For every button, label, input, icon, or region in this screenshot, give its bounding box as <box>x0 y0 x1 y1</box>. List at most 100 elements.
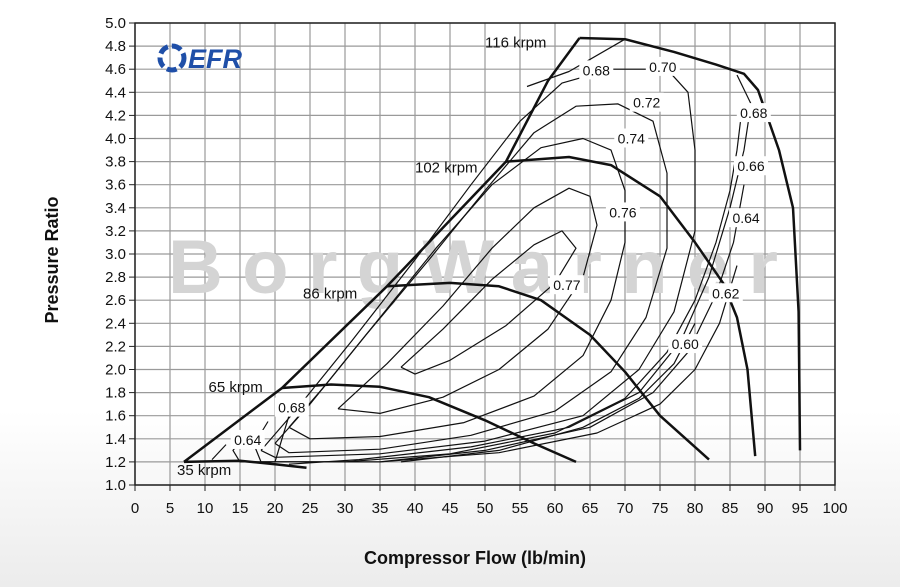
y-tick-label: 4.4 <box>105 84 126 101</box>
x-tick-label: 95 <box>792 500 809 517</box>
speed-line-label: 35 krpm <box>177 462 231 479</box>
speed-line-label: 65 krpm <box>209 379 263 396</box>
x-tick-label: 80 <box>687 500 704 517</box>
y-tick-label: 5.0 <box>105 15 126 32</box>
y-tick-label: 2.4 <box>105 315 126 332</box>
y-tick-label: 2.0 <box>105 362 126 379</box>
chart-labels: 0.77 0.76 0.74 0.72 0.70 0.68 0.68 0.68 0.66 0.64… <box>177 35 771 479</box>
x-tick-label: 55 <box>512 500 529 517</box>
x-tick-label: 75 <box>652 500 669 517</box>
efficiency-label-bg <box>645 56 680 76</box>
efficiency-label: 0.76 <box>609 204 636 220</box>
efficiency-contour <box>211 444 227 461</box>
x-tick-label: 0 <box>131 500 139 517</box>
y-tick-label: 4.2 <box>105 107 126 124</box>
watermark: BorgWarner <box>168 225 778 310</box>
y-tick-label: 1.4 <box>105 431 126 448</box>
efficiency-contours <box>211 38 752 465</box>
efficiency-label-bg <box>549 275 584 295</box>
efficiency-label-bg <box>708 283 743 303</box>
x-tick-label: 65 <box>582 500 599 517</box>
speed-line <box>183 459 307 469</box>
y-tick-label: 4.6 <box>105 61 126 78</box>
x-tick-label: 15 <box>232 500 249 517</box>
efficiency-label-bg <box>230 429 265 449</box>
axis-ticks: 0 5 10 15 20 25 30 35 40 45 50 55 60 65 70 75 80 85 90 95 10… <box>105 15 847 517</box>
efficiency-label: 0.62 <box>712 285 739 301</box>
efficiency-label: 0.72 <box>633 95 660 111</box>
speed-lines <box>183 36 802 469</box>
y-tick-label: 2.2 <box>105 338 126 355</box>
efficiency-label: 0.64 <box>234 432 261 448</box>
speed-line-label: 116 krpm <box>485 35 546 52</box>
efr-logo-text: EFR <box>188 44 243 74</box>
x-axis-title: Compressor Flow (lb/min) <box>364 548 586 568</box>
y-tick-label: 1.6 <box>105 408 126 425</box>
efficiency-label: 0.68 <box>278 400 305 416</box>
y-tick-label: 3.4 <box>105 200 126 217</box>
efficiency-label: 0.68 <box>740 105 767 121</box>
speed-line-label: 102 krpm <box>415 159 478 176</box>
efficiency-contour <box>260 68 696 458</box>
x-tick-label: 50 <box>477 500 494 517</box>
efficiency-contour <box>232 184 745 463</box>
x-tick-label: 5 <box>166 500 174 517</box>
grid <box>134 22 836 486</box>
x-tick-label: 100 <box>822 500 847 517</box>
y-tick-label: 1.8 <box>105 385 126 402</box>
efficiency-contour <box>400 323 696 463</box>
y-axis-title: Pressure Ratio <box>42 196 62 323</box>
efficiency-contour <box>337 187 598 414</box>
efficiency-label-bg <box>729 208 764 228</box>
speed-line <box>579 36 802 451</box>
efficiency-label: 0.60 <box>672 336 699 352</box>
y-tick-label: 2.6 <box>105 292 126 309</box>
x-tick-label: 35 <box>372 500 389 517</box>
efficiency-contour <box>288 137 626 440</box>
efr-logo: EFR <box>157 43 243 74</box>
efficiency-label-bg <box>605 202 640 222</box>
plot-frame <box>134 22 836 486</box>
y-tick-label: 3.8 <box>105 154 126 171</box>
efficiency-label: 0.74 <box>618 131 645 147</box>
efficiency-label-bg <box>274 397 309 417</box>
efr-logo-swirl-icon <box>157 43 187 73</box>
y-tick-label: 3.6 <box>105 177 126 194</box>
y-tick-label: 4.0 <box>105 131 126 148</box>
x-tick-label: 25 <box>302 500 319 517</box>
efficiency-label-bg <box>629 92 664 112</box>
speed-line <box>386 281 710 461</box>
speed-line <box>281 383 577 464</box>
efficiency-label: 0.66 <box>737 158 764 174</box>
efficiency-label-bg <box>734 156 768 176</box>
efficiency-label: 0.68 <box>583 62 610 78</box>
x-tick-label: 90 <box>757 500 774 517</box>
efficiency-label-bg <box>668 334 703 354</box>
efficiency-contour <box>274 103 668 454</box>
efficiency-label: 0.64 <box>732 210 759 226</box>
speed-line-label: 86 krpm <box>303 285 357 302</box>
surge-line <box>183 37 581 463</box>
efficiency-contour <box>379 265 738 463</box>
x-tick-label: 45 <box>442 500 459 517</box>
y-tick-label: 4.8 <box>105 38 126 55</box>
efficiency-label: 0.77 <box>553 277 580 293</box>
x-tick-label: 20 <box>267 500 284 517</box>
y-tick-label: 3.0 <box>105 246 126 263</box>
efficiency-contour <box>400 230 577 375</box>
speed-line <box>505 155 757 457</box>
y-tick-label: 1.2 <box>105 454 126 471</box>
x-tick-label: 40 <box>407 500 424 517</box>
x-tick-label: 70 <box>617 500 634 517</box>
y-tick-label: 1.0 <box>105 477 126 494</box>
x-tick-label: 60 <box>547 500 564 517</box>
y-tick-label: 3.2 <box>105 223 126 240</box>
x-tick-label: 10 <box>197 500 214 517</box>
efficiency-label: 0.70 <box>649 59 676 75</box>
x-tick-label: 85 <box>722 500 739 517</box>
efficiency-label-bg <box>614 128 649 148</box>
efficiency-label-bg <box>579 60 614 80</box>
efficiency-contour <box>526 38 626 88</box>
y-tick-label: 2.8 <box>105 269 126 286</box>
